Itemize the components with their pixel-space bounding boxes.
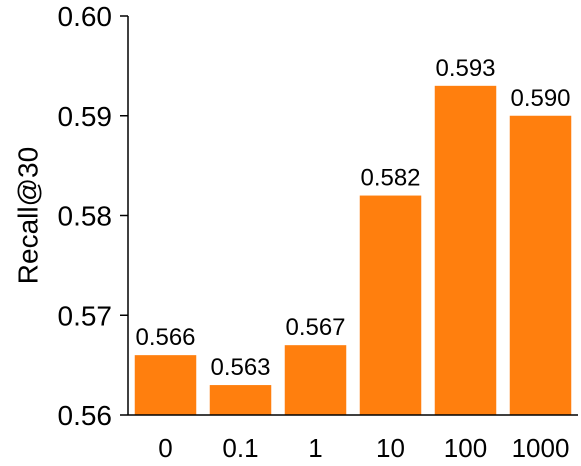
data-label-0-1: 0.563 (210, 354, 270, 381)
x-tick-label-1: 1 (308, 433, 322, 463)
data-label-10: 0.582 (360, 165, 420, 192)
x-ticks-group: 0 0.1 1 10 100 1000 (158, 433, 569, 463)
bar-10 (359, 195, 422, 415)
y-tick-label: 0.57 (58, 300, 113, 331)
data-label-1: 0.567 (285, 314, 345, 341)
data-label-0: 0.566 (135, 324, 195, 351)
bar-1000 (509, 115, 572, 415)
y-tick-label: 0.60 (58, 1, 113, 32)
data-label-100: 0.593 (435, 55, 495, 82)
y-tick-label: 0.59 (58, 101, 113, 132)
data-labels-group: 0.566 0.563 0.567 0.582 0.593 0.590 (135, 55, 570, 381)
y-tick-label: 0.58 (58, 201, 113, 232)
data-label-1000: 0.590 (510, 85, 570, 112)
y-tick-label: 0.56 (58, 400, 113, 431)
bar-0 (134, 355, 197, 415)
bars-group (134, 85, 572, 415)
x-tick-label-10: 10 (376, 433, 405, 463)
y-axis-title: Recall@30 (12, 147, 43, 284)
y-ticks-group: 0.56 0.57 0.58 0.59 0.60 (58, 1, 128, 431)
bar-0-1 (209, 385, 272, 415)
x-tick-label-1000: 1000 (512, 433, 570, 463)
x-tick-label-0: 0 (158, 433, 172, 463)
x-tick-label-100: 100 (444, 433, 487, 463)
bar-1 (284, 345, 347, 415)
bar-100 (434, 85, 497, 415)
x-tick-label-0-1: 0.1 (222, 433, 258, 463)
